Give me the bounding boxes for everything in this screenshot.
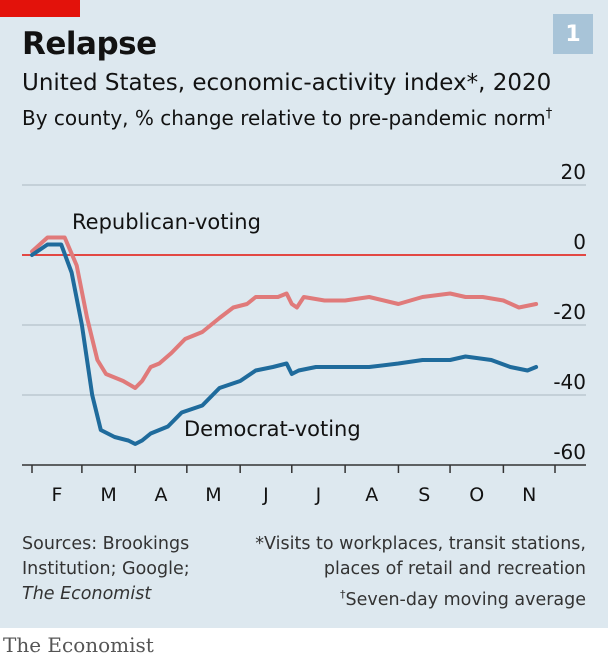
- line-chart: 20 0 -20 -40 -60 F M A M J J A S O N Republican-voting D…: [22, 160, 586, 506]
- footnote-1: *Visits to workplaces, transit stations,: [255, 534, 586, 554]
- x-tick-label: F: [51, 484, 62, 506]
- source-line-1: Sources: Brookings: [22, 534, 190, 554]
- y-tick-label: -40: [553, 370, 586, 394]
- x-tick-label: M: [100, 484, 116, 506]
- publisher-brand: The Economist: [3, 633, 154, 657]
- x-tick-label: J: [315, 484, 322, 506]
- dagger-mark: †: [545, 106, 553, 122]
- footnote-3-text: Seven-day moving average: [345, 589, 586, 610]
- footnotes: *Visits to workplaces, transit stations,…: [255, 532, 586, 613]
- unit-text: By county, % change relative to pre-pand…: [22, 106, 546, 130]
- source-line-2: Institution; Google;: [22, 559, 190, 579]
- series-line-democrat: [30, 242, 539, 446]
- footnote-3: †Seven-day moving average: [255, 582, 586, 613]
- chart-title: Relapse: [22, 26, 157, 62]
- series-label-democrat: Democrat-voting: [184, 417, 361, 441]
- series-line-republican: [30, 235, 539, 390]
- x-tick-label: N: [522, 484, 536, 506]
- chart-number-badge: 1: [553, 14, 593, 54]
- chart-subtitle: United States, economic-activity index*,…: [22, 70, 552, 96]
- footnote-2: places of retail and recreation: [323, 559, 586, 579]
- x-tick-label: J: [262, 484, 269, 506]
- chart-unit-description: By county, % change relative to pre-pand…: [22, 106, 552, 130]
- x-tick-label: S: [418, 484, 430, 506]
- y-tick-label: -60: [553, 440, 586, 464]
- x-tick-label: A: [155, 484, 168, 506]
- x-tick-label: O: [469, 484, 484, 506]
- source-line-3: The Economist: [22, 584, 152, 604]
- source-note: Sources: Brookings Institution; Google; …: [22, 532, 242, 607]
- y-tick-label: 20: [561, 160, 586, 184]
- y-tick-label: -20: [553, 300, 586, 324]
- footer-bar: [0, 628, 608, 662]
- brand-red-tag: [0, 0, 80, 17]
- y-tick-label: 0: [573, 230, 586, 254]
- series-label-republican: Republican-voting: [72, 210, 261, 234]
- x-tick-label: M: [205, 484, 221, 506]
- footnote-3-mark: †: [339, 588, 346, 601]
- x-tick-label: A: [365, 484, 378, 506]
